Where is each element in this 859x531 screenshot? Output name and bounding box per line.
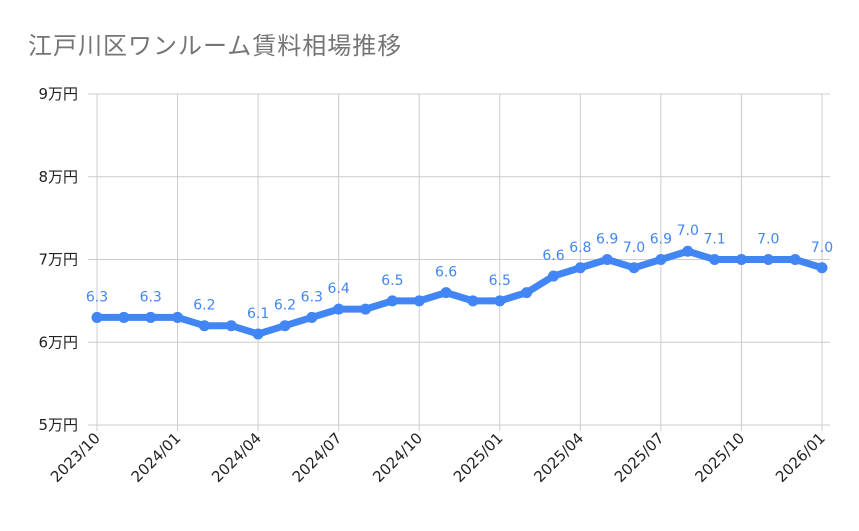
data-point <box>279 320 291 332</box>
x-tick-label: 2025/10 <box>691 429 748 486</box>
data-label: 7.0 <box>811 240 833 256</box>
data-label: 6.3 <box>86 289 108 305</box>
x-tick-label: 2025/07 <box>611 429 668 486</box>
data-point <box>440 287 452 299</box>
data-point <box>413 295 425 307</box>
data-point <box>494 295 506 307</box>
data-label: 6.2 <box>274 298 296 314</box>
x-tick-label: 2024/10 <box>369 429 426 486</box>
data-point <box>306 311 318 323</box>
data-point <box>709 254 721 265</box>
data-point <box>145 311 157 323</box>
x-tick-label: 2024/01 <box>128 429 185 486</box>
data-point <box>789 254 801 265</box>
data-label: 7.0 <box>677 223 699 239</box>
data-point <box>252 328 264 340</box>
data-label: 6.6 <box>542 248 564 264</box>
data-point <box>118 311 130 323</box>
data-point <box>601 254 613 265</box>
data-label: 6.8 <box>569 240 591 256</box>
x-tick-label: 2024/04 <box>208 429 265 486</box>
data-label: 6.5 <box>381 273 403 289</box>
data-point <box>655 254 667 265</box>
data-point <box>628 262 640 274</box>
series-line <box>93 247 826 338</box>
y-tick-label: 5万円 <box>38 416 78 434</box>
chart-title: 江戸川区ワンルーム賃料相場推移 <box>28 32 403 60</box>
data-label: 6.9 <box>596 232 618 248</box>
x-tick-label: 2023/10 <box>47 429 104 486</box>
data-label: 7.0 <box>757 232 779 248</box>
data-label: 6.1 <box>247 306 269 322</box>
data-point <box>574 262 586 274</box>
data-label: 6.3 <box>301 289 323 305</box>
x-tick-label: 2025/01 <box>450 429 507 486</box>
data-label: 6.4 <box>328 281 350 297</box>
data-point <box>735 254 747 265</box>
data-point <box>360 303 372 315</box>
data-point <box>682 245 694 257</box>
data-point <box>198 320 210 332</box>
data-point <box>333 303 345 315</box>
data-point <box>386 295 398 307</box>
data-label: 6.5 <box>489 273 511 289</box>
y-tick-label: 9万円 <box>38 85 78 103</box>
data-point <box>521 287 533 299</box>
data-point <box>816 262 828 274</box>
data-label: 7.1 <box>703 232 725 248</box>
y-tick-label: 8万円 <box>38 168 78 186</box>
y-tick-label: 7万円 <box>38 251 78 269</box>
x-tick-label: 2026/01 <box>772 429 829 486</box>
data-label: 7.0 <box>623 240 645 256</box>
data-label: 6.9 <box>650 232 672 248</box>
data-label: 6.3 <box>140 289 162 305</box>
data-point <box>172 311 184 323</box>
data-point <box>91 311 103 323</box>
y-tick-label: 6万円 <box>38 333 78 351</box>
x-tick-label: 2024/07 <box>289 429 346 486</box>
x-tick-label: 2025/04 <box>530 429 587 486</box>
data-point <box>467 295 479 307</box>
data-point <box>547 270 559 282</box>
data-point <box>225 320 237 332</box>
data-point <box>762 254 774 265</box>
data-label: 6.2 <box>193 298 215 314</box>
data-label: 6.6 <box>435 265 457 281</box>
